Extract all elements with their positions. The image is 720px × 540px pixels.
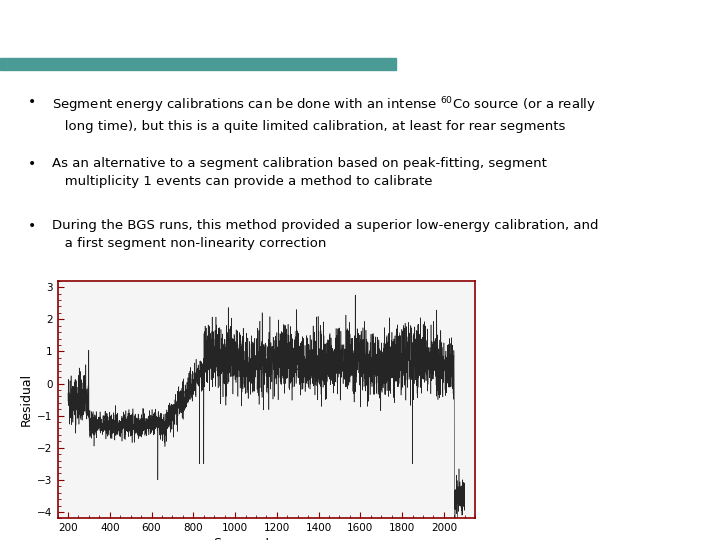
Text: GRETINA SEGMENT CALIBRATION: GRETINA SEGMENT CALIBRATION xyxy=(14,19,477,44)
Y-axis label: Residual: Residual xyxy=(20,373,33,426)
Text: Segment energy calibrations can be done with an intense $^{60}$Co source (or a r: Segment energy calibrations can be done … xyxy=(53,95,596,133)
Text: As an alternative to a segment calibration based on peak-fitting, segment
   mul: As an alternative to a segment calibrati… xyxy=(53,157,547,188)
Text: •: • xyxy=(28,157,37,171)
Bar xyxy=(0,58,396,70)
Text: •: • xyxy=(28,219,37,233)
Text: •: • xyxy=(28,95,37,109)
Text: During the BGS runs, this method provided a superior low-energy calibration, and: During the BGS runs, this method provide… xyxy=(53,219,599,251)
Text: 15: 15 xyxy=(686,19,706,35)
X-axis label: Segment energy: Segment energy xyxy=(215,537,318,540)
